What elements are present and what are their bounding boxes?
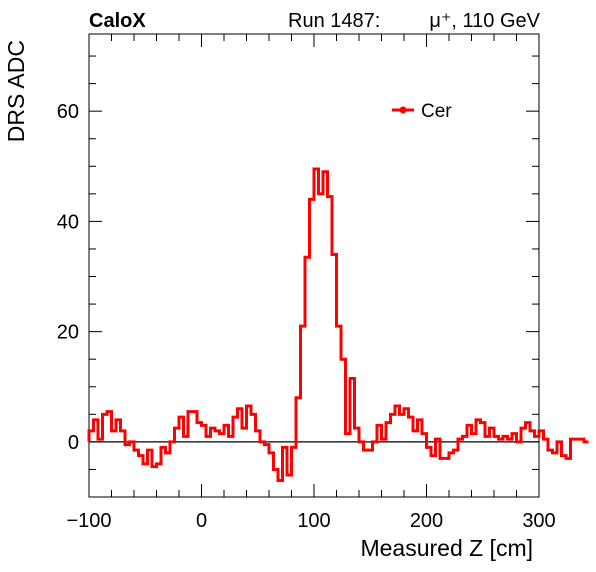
tick-marks [88, 34, 540, 498]
x-tick-label: −100 [66, 510, 111, 532]
x-tick-label: 300 [522, 510, 555, 532]
y-tick-label: 20 [57, 322, 79, 344]
x-axis-label: Measured Z [cm] [360, 535, 533, 561]
legend-label-cer: Cer [421, 101, 452, 122]
x-tick-label: 200 [410, 510, 443, 532]
experiment-label: CaloX [89, 10, 146, 32]
y-tick-label: 40 [57, 211, 79, 233]
beam-label: μ⁺, 110 GeV [429, 10, 540, 32]
x-tick-label: 0 [196, 510, 207, 532]
y-tick-label: 60 [57, 101, 79, 123]
y-axis-label: DRS ADC [3, 40, 29, 142]
legend: Cer [392, 101, 452, 122]
y-tick-label: 0 [68, 432, 79, 454]
run-label: Run 1487: [288, 10, 380, 32]
x-tick-label: 100 [297, 510, 330, 532]
legend-marker-cer [399, 106, 407, 114]
series-line-cer [87, 167, 589, 482]
tick-labels: −100 0 100 200 300 0 20 40 60 [57, 101, 556, 532]
